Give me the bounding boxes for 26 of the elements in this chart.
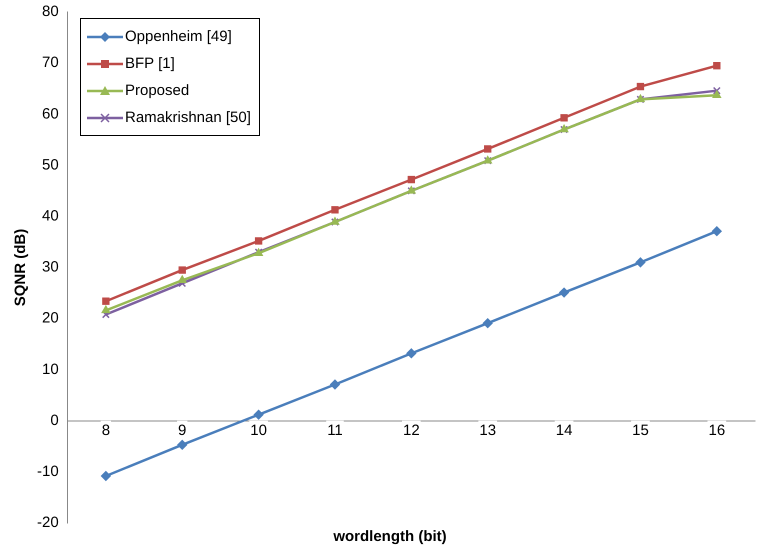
legend-label: Ramakrishnan [50] — [125, 109, 251, 126]
y-tick-label: -10 — [36, 463, 59, 480]
y-tick-label: 0 — [50, 412, 59, 429]
x-tick-label: 10 — [250, 422, 267, 439]
x-axis-title: wordlength (bit) — [333, 528, 447, 545]
y-tick-label: 40 — [42, 208, 59, 225]
y-tick-label: 10 — [42, 360, 59, 378]
x-tick-label: 16 — [708, 422, 726, 439]
y-tick-label: 80 — [42, 3, 59, 20]
y-tick-label: 50 — [42, 156, 59, 174]
y-tick-label: 20 — [42, 310, 59, 327]
legend-label: BFP [1] — [125, 55, 175, 72]
x-tick-label: 11 — [327, 422, 343, 439]
x-tick-label: 8 — [102, 422, 110, 439]
y-tick-label: 60 — [42, 105, 59, 122]
x-tick-label: 14 — [556, 422, 572, 439]
legend-label: Proposed — [125, 82, 190, 99]
x-tick-label: 12 — [402, 422, 420, 439]
y-tick-label: -20 — [36, 514, 59, 532]
x-tick-label: 15 — [632, 422, 649, 439]
y-axis-title: SQNR (dB) — [12, 228, 30, 306]
x-tick-label: 13 — [479, 422, 496, 439]
y-tick-label: 70 — [42, 54, 59, 72]
y-tick-label: 30 — [42, 258, 59, 276]
x-tick-label: 9 — [178, 422, 186, 439]
legend-label: Oppenheim [49] — [125, 28, 232, 45]
